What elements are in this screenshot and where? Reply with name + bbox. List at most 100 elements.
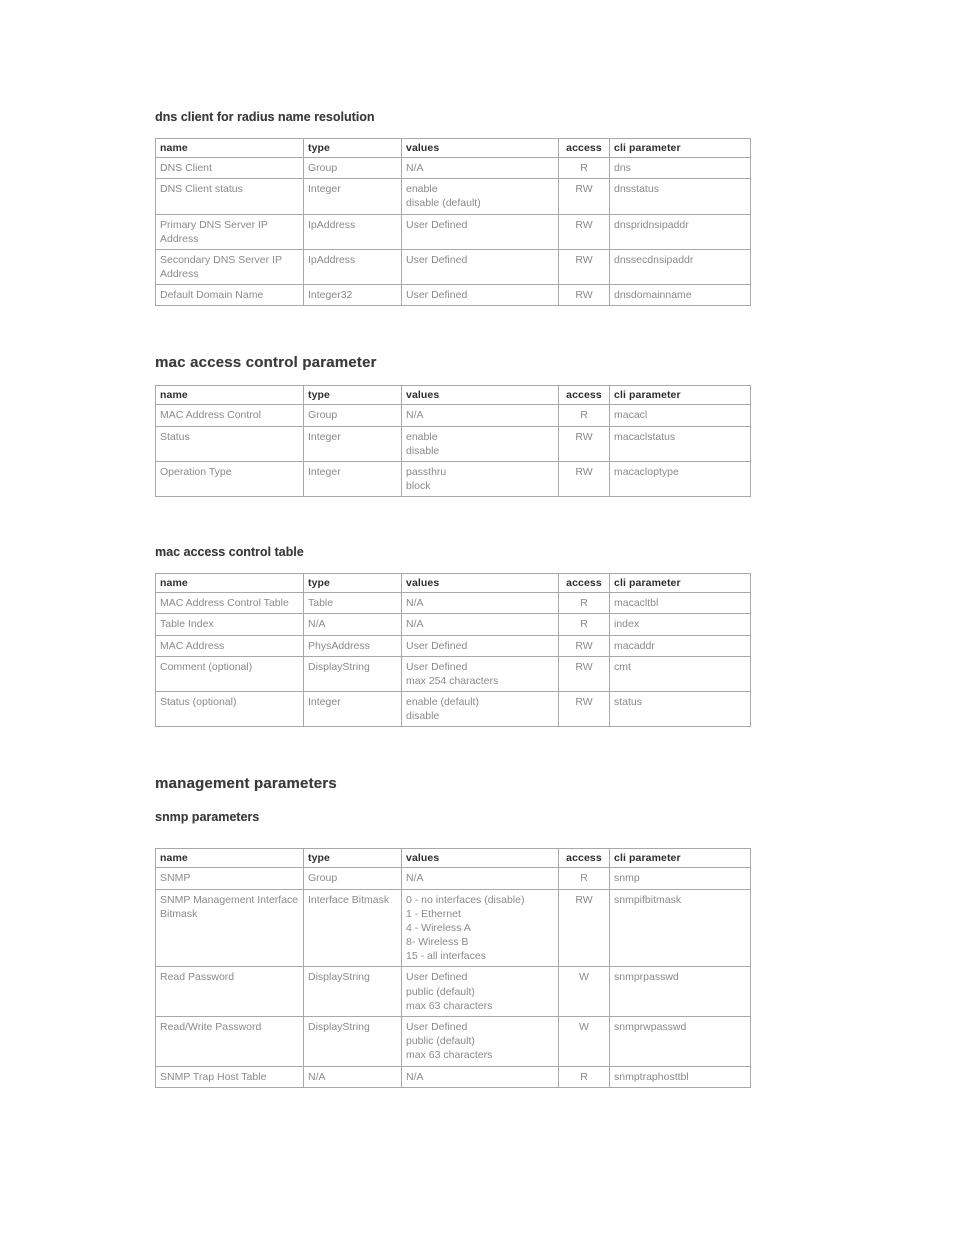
col-values: values [402, 574, 559, 593]
cell-type: Integer [304, 461, 402, 496]
cell-access: R [559, 158, 610, 179]
cell-type: PhysAddress [304, 635, 402, 656]
cell-type: N/A [304, 614, 402, 635]
cell-access: RW [559, 179, 610, 214]
col-name: name [156, 386, 304, 405]
cell-values: N/A [402, 158, 559, 179]
cell-cli: snmprwpasswd [610, 1016, 751, 1066]
col-cli: cli parameter [610, 139, 751, 158]
table-row: MAC Address PhysAddress User Defined RW … [156, 635, 751, 656]
cell-cli: macaddr [610, 635, 751, 656]
cell-name: Default Domain Name [156, 285, 304, 306]
col-access: access [559, 139, 610, 158]
cell-name: Operation Type [156, 461, 304, 496]
table-row: SNMP Group N/A R snmp [156, 868, 751, 889]
table-row: Primary DNS Server IP Address IpAddress … [156, 214, 751, 249]
cell-name: SNMP Trap Host Table [156, 1066, 304, 1087]
cell-name: Read Password [156, 967, 304, 1017]
cell-type: Group [304, 158, 402, 179]
cell-values: enable (default) disable [402, 692, 559, 727]
col-type: type [304, 386, 402, 405]
cell-name: Comment (optional) [156, 656, 304, 691]
cell-cli: snmptraphosttbl [610, 1066, 751, 1087]
cell-access: RW [559, 635, 610, 656]
table-row: Default Domain Name Integer32 User Defin… [156, 285, 751, 306]
col-values: values [402, 386, 559, 405]
snmp-heading: snmp parameters [155, 810, 799, 824]
cell-cli: status [610, 692, 751, 727]
cell-type: IpAddress [304, 214, 402, 249]
cell-cli: dnspridnsipaddr [610, 214, 751, 249]
col-name: name [156, 574, 304, 593]
cell-type: Integer [304, 692, 402, 727]
cell-values: N/A [402, 614, 559, 635]
cell-name: Secondary DNS Server IP Address [156, 249, 304, 284]
cell-values: N/A [402, 593, 559, 614]
cell-values: N/A [402, 405, 559, 426]
macacltbl-heading: mac access control table [155, 545, 799, 559]
cell-type: DisplayString [304, 967, 402, 1017]
cell-type: Integer32 [304, 285, 402, 306]
col-name: name [156, 139, 304, 158]
cell-access: W [559, 1016, 610, 1066]
cell-type: IpAddress [304, 249, 402, 284]
cell-cli: macacl [610, 405, 751, 426]
table-row: Secondary DNS Server IP Address IpAddres… [156, 249, 751, 284]
cell-values: User Defined [402, 249, 559, 284]
cell-values: enable disable [402, 426, 559, 461]
table-row: DNS Client Group N/A R dns [156, 158, 751, 179]
cell-cli: index [610, 614, 751, 635]
cell-access: R [559, 614, 610, 635]
cell-type: Group [304, 868, 402, 889]
cell-name: Read/Write Password [156, 1016, 304, 1066]
cell-access: RW [559, 426, 610, 461]
cell-name: Status [156, 426, 304, 461]
cell-name: MAC Address [156, 635, 304, 656]
cell-access: RW [559, 656, 610, 691]
col-values: values [402, 849, 559, 868]
table-row: MAC Address Control Table Table N/A R ma… [156, 593, 751, 614]
table-row: DNS Client status Integer enable disable… [156, 179, 751, 214]
cell-name: DNS Client [156, 158, 304, 179]
cell-type: Interface Bitmask [304, 889, 402, 967]
table-row: Status (optional) Integer enable (defaul… [156, 692, 751, 727]
col-type: type [304, 139, 402, 158]
cell-type: Integer [304, 426, 402, 461]
cell-cli: macaclstatus [610, 426, 751, 461]
cell-values: 0 - no interfaces (disable) 1 - Ethernet… [402, 889, 559, 967]
cell-cli: dnsdomainname [610, 285, 751, 306]
cell-type: DisplayString [304, 1016, 402, 1066]
cell-access: RW [559, 692, 610, 727]
table-row: Operation Type Integer passthru block RW… [156, 461, 751, 496]
cell-type: Table [304, 593, 402, 614]
cell-cli: dnssecdnsipaddr [610, 249, 751, 284]
dns-table: name type values access cli parameter DN… [155, 138, 751, 306]
cell-cli: macacltbl [610, 593, 751, 614]
cell-values: User Defined [402, 214, 559, 249]
col-cli: cli parameter [610, 386, 751, 405]
table-header-row: name type values access cli parameter [156, 386, 751, 405]
cell-cli: dns [610, 158, 751, 179]
table-row: Table Index N/A N/A R index [156, 614, 751, 635]
table-row: Status Integer enable disable RW macacls… [156, 426, 751, 461]
cell-type: N/A [304, 1066, 402, 1087]
cell-name: MAC Address Control [156, 405, 304, 426]
page-content: dns client for radius name resolution na… [0, 0, 954, 1216]
cell-access: R [559, 593, 610, 614]
cell-name: Status (optional) [156, 692, 304, 727]
col-access: access [559, 574, 610, 593]
col-cli: cli parameter [610, 574, 751, 593]
cell-access: RW [559, 249, 610, 284]
cell-access: R [559, 868, 610, 889]
cell-name: Table Index [156, 614, 304, 635]
cell-access: RW [559, 461, 610, 496]
cell-values: User Defined max 254 characters [402, 656, 559, 691]
cell-access: R [559, 1066, 610, 1087]
cell-name: Primary DNS Server IP Address [156, 214, 304, 249]
snmp-table: name type values access cli parameter SN… [155, 848, 751, 1087]
cell-name: SNMP Management Interface Bitmask [156, 889, 304, 967]
cell-cli: cmt [610, 656, 751, 691]
col-type: type [304, 574, 402, 593]
col-type: type [304, 849, 402, 868]
cell-values: User Defined [402, 285, 559, 306]
